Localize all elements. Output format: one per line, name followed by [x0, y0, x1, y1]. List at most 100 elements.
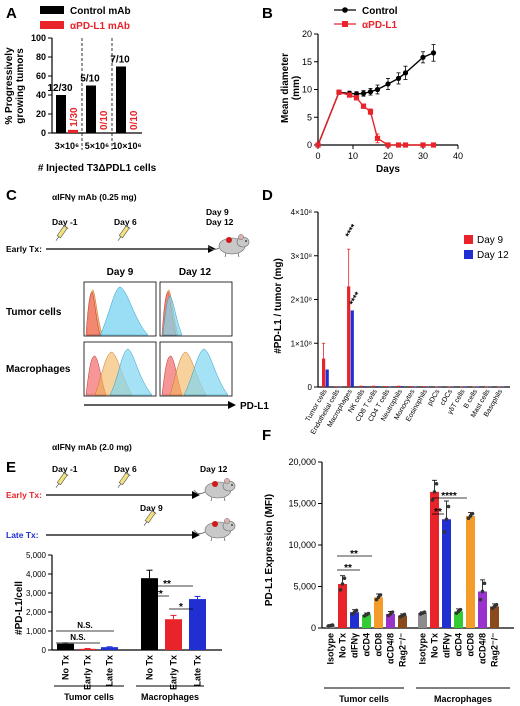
a-bar-control — [86, 85, 96, 133]
f-sig-b: ** — [350, 549, 358, 560]
f-point — [330, 623, 335, 627]
c-day9: Day 9 — [206, 207, 229, 217]
d-bar-day9 — [497, 386, 501, 388]
f-xtick-label: Isotype — [326, 633, 336, 665]
a-bar-control — [56, 95, 66, 133]
panel-c-letter: C — [6, 187, 17, 204]
d-bar-day12 — [476, 386, 480, 388]
f-point — [458, 607, 463, 612]
e-sig-1star: * — [179, 602, 183, 613]
panel-b: B Control αPD-L1 Mean diameter (mm) 0 10 2… — [262, 5, 463, 175]
f-point — [430, 498, 435, 502]
e-sig-ns-2: N.S. — [77, 621, 93, 630]
f-sig-a: ** — [344, 563, 352, 574]
b-ytick-label: 20 — [302, 29, 312, 39]
panel-e: E αIFNγ mAb (2.0 mg) Day -1 Day 6 Day 12… — [6, 442, 236, 702]
d-bar-day12 — [450, 386, 455, 388]
a-bar-pdl1-label: 0/10 — [99, 110, 110, 130]
f-point — [494, 602, 499, 607]
f-sig-d: ** — [434, 507, 442, 518]
f-point — [444, 517, 449, 522]
f-bar — [350, 612, 359, 628]
legend-pdl1-swatch — [40, 21, 64, 29]
e-syringe-1-icon — [55, 471, 69, 489]
b-ytick-label: 15 — [302, 57, 312, 67]
d-bar-day9 — [397, 385, 401, 387]
e-day12: Day 12 — [200, 464, 228, 474]
b-point-pdl1 — [336, 89, 342, 95]
d-bar-day9 — [359, 385, 363, 387]
d-bar-day12 — [413, 386, 417, 388]
b-xtick-label: 10 — [348, 151, 358, 161]
d-legend-day9-label: Day 9 — [477, 235, 504, 246]
a-bars: 12/30 1/30 5/10 0/10 7/10 0/10 — [47, 55, 140, 133]
a-xticks: 3×10⁶ 5×10⁶ 10×10⁶ — [55, 141, 142, 151]
e-day6: Day 6 — [114, 464, 137, 474]
d-bar-day9 — [334, 386, 338, 387]
d-bar-day9 — [459, 386, 464, 388]
f-xtick-label: αCD8 — [374, 633, 384, 657]
f-point — [366, 611, 371, 616]
f-point — [338, 588, 343, 592]
f-ylabel: PD-L1 Expression (MFI) — [264, 494, 275, 606]
panel-a: A Control mAb αPD-L1 mAb % Progressively… — [4, 5, 157, 174]
e-xtick-label: No Tx — [145, 655, 155, 680]
b-xtick-label: 30 — [418, 151, 428, 161]
c-row-tumor: Tumor cells — [6, 307, 62, 318]
f-point — [340, 582, 345, 586]
c-col-day9: Day 9 — [107, 267, 134, 278]
a-yticks: 0 20 40 60 80 100 — [31, 33, 52, 138]
d-bar-day12 — [363, 386, 367, 387]
e-xtick-label: Late Tx — [105, 655, 115, 687]
f-bar — [418, 613, 427, 628]
d-bar-day12 — [425, 386, 430, 388]
d-ytick-label: 1×10⁸ — [291, 339, 312, 348]
a-ytick-label: 100 — [31, 33, 46, 43]
legend-pdl1-label: αPD-L1 mAb — [70, 21, 130, 32]
c-xaxis-arrow-head — [228, 401, 236, 409]
d-bar-day12 — [501, 386, 505, 388]
f-bars — [326, 479, 499, 628]
b-xtick-label: 20 — [383, 151, 393, 161]
e-xlabels: No Tx Early Tx Late Tx No Tx Early Tx Late Tx — [61, 655, 203, 690]
f-xtick-label: Rag2⁻/⁻ — [490, 633, 500, 667]
f-point — [470, 511, 475, 516]
a-bar-control — [116, 66, 126, 133]
b-point-control — [430, 50, 437, 56]
b-legend-pdl1-label: αPD-L1 — [362, 20, 397, 31]
b-ytick-label: 5 — [307, 112, 312, 122]
d-bar-day9 — [322, 358, 326, 387]
f-point — [482, 581, 487, 586]
e-syringe-2-icon — [117, 471, 131, 489]
c-syringe-2-icon — [117, 224, 131, 242]
d-sig-day9: **** — [343, 222, 359, 240]
f-xtick-label: No Tx — [338, 633, 348, 658]
e-sig-2star: ** — [163, 579, 171, 590]
f-xtick-label: αIFNγ — [350, 633, 360, 658]
e-early-tx: Early Tx: — [6, 490, 42, 500]
f-xtick-label: No Tx — [430, 633, 440, 658]
f-point — [422, 610, 427, 614]
a-bar-pdl1-label: 0/10 — [129, 110, 140, 130]
e-ytick-label: 4,000 — [26, 570, 47, 579]
d-ticks: 0 1×10⁸ 2×10⁸ 3×10⁸ 4×10⁸ — [291, 208, 318, 392]
f-point — [434, 481, 439, 486]
f-ytick-label: 5,000 — [293, 582, 316, 592]
b-point-pdl1 — [360, 103, 367, 109]
e-late-arrow-head — [192, 531, 200, 539]
f-bar — [338, 584, 347, 628]
panel-f: F PD-L1 Expression (MFI) 0 5,000 10,000 15,… — [262, 427, 514, 704]
b-legend-control-marker — [342, 7, 348, 13]
f-point — [442, 530, 447, 534]
b-point-control — [395, 75, 402, 81]
d-legend-day12-label: Day 12 — [477, 250, 509, 261]
b-ytick-label: 0 — [307, 140, 312, 150]
f-bar — [374, 597, 383, 628]
legend-control-swatch — [40, 6, 64, 14]
c-hist-mac-day9 — [83, 341, 157, 397]
d-bar-day12 — [400, 386, 404, 387]
d-bar-day12 — [350, 310, 354, 387]
f-xtick-label: αCD4/8 — [386, 633, 396, 664]
c-hist-tumor-day9 — [83, 281, 157, 337]
f-xtick-label: Rag2⁻/⁻ — [398, 633, 408, 667]
